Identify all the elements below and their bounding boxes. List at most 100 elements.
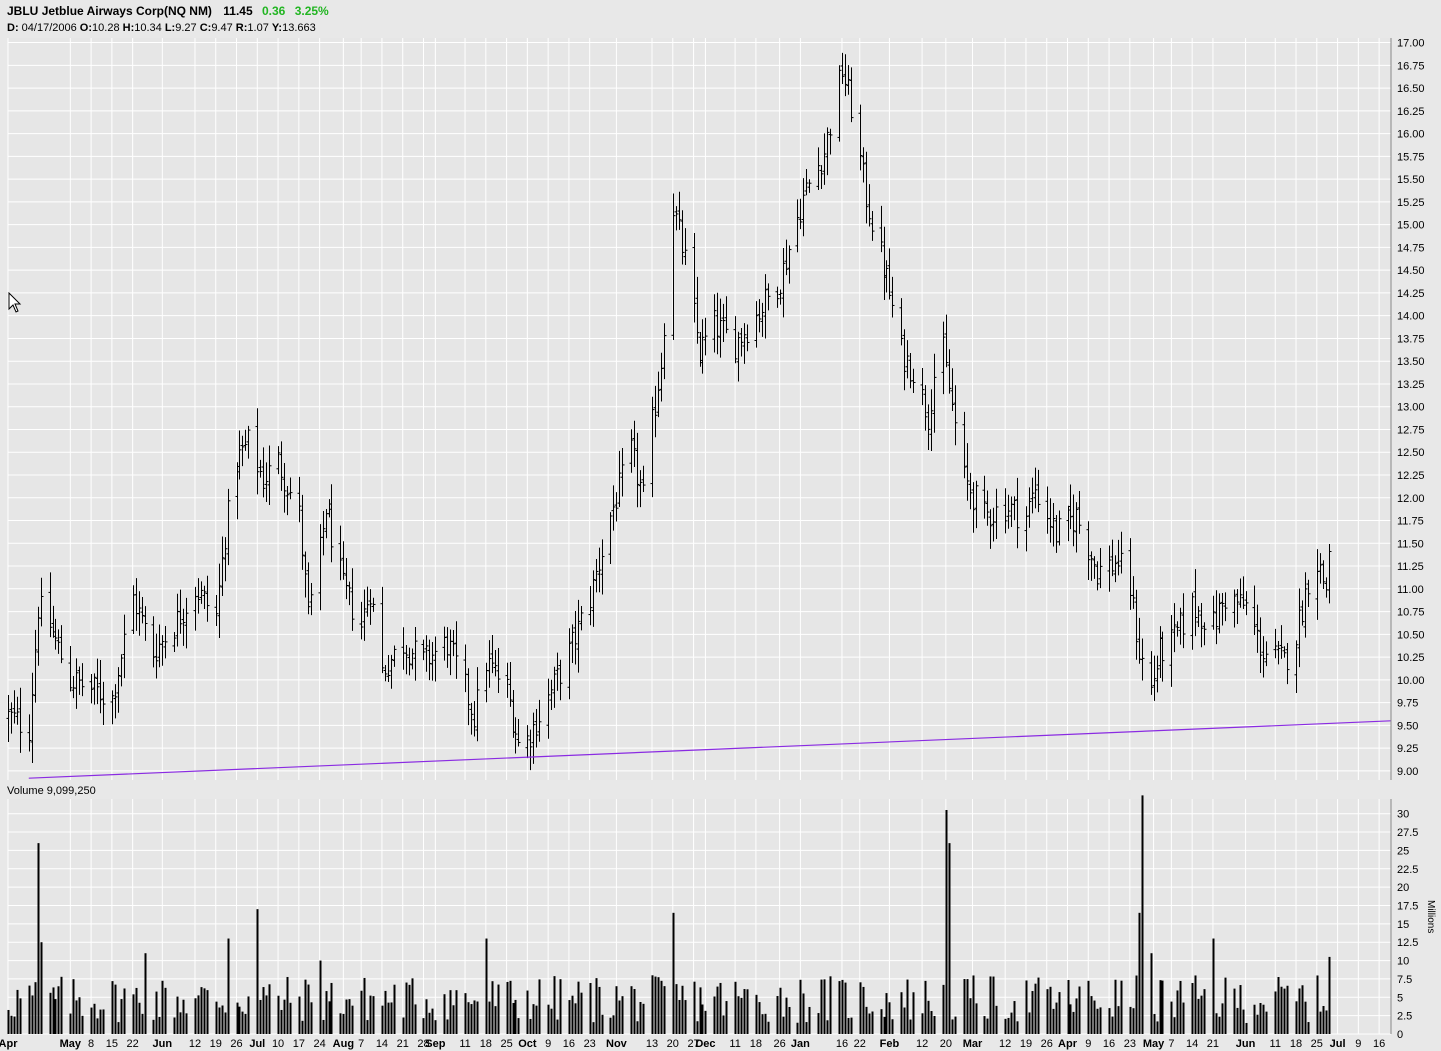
ohlc-bar — [1279, 625, 1284, 659]
ohlc-bar — [653, 385, 658, 438]
ohlc-bar — [178, 589, 183, 634]
date-tick-label: 13 — [646, 1038, 658, 1050]
ohlc-bar — [929, 389, 934, 452]
ohlc-bar — [309, 582, 314, 616]
ohlc-bar — [1178, 607, 1183, 645]
ohlc-bar — [1282, 646, 1287, 658]
ohlc-bar — [1006, 494, 1011, 529]
ohlc-bar — [879, 205, 884, 253]
price-tick-label: 11.75 — [1397, 516, 1424, 528]
ohlc-bar — [680, 210, 685, 265]
ohlc-bar — [718, 298, 723, 358]
date-tick-label: 7 — [358, 1038, 364, 1050]
ohlc-bar — [276, 446, 281, 475]
ohlc-bar — [137, 591, 142, 636]
ohlc-bar — [243, 429, 248, 451]
ohlc-bar — [1095, 561, 1100, 591]
ohlc-bar — [56, 629, 61, 654]
ohlc-bar — [1321, 560, 1326, 589]
high-label: H: — [122, 22, 135, 34]
ohlc-bar — [383, 664, 388, 682]
ohlc-bar — [611, 485, 616, 531]
ohlc-bar — [1113, 555, 1118, 583]
date-tick-label: 16 — [836, 1038, 848, 1050]
ohlc-bar — [475, 667, 480, 742]
ohlc-bar — [1086, 521, 1091, 581]
ohlc-bar — [113, 684, 118, 719]
ohlc-bar — [632, 420, 637, 467]
ohlc-bar — [890, 276, 895, 318]
ohlc-bar — [778, 289, 783, 305]
price-tick-label: 14.00 — [1397, 311, 1425, 323]
ohlc-bar — [341, 541, 346, 580]
date-tick-label: Jul — [249, 1038, 265, 1050]
ohlc-bar — [962, 411, 967, 479]
ohlc-bar — [33, 629, 38, 703]
volume-tick-label: 15 — [1397, 919, 1409, 931]
price-change-pct: 3.25% — [294, 4, 329, 18]
ohlc-bar — [321, 511, 326, 556]
ohlc-bar — [840, 52, 845, 84]
ohlc-bar — [237, 430, 242, 480]
price-tick-label: 13.50 — [1397, 356, 1425, 368]
volume-tick-label: 10 — [1397, 956, 1409, 968]
ohlc-bar — [1327, 544, 1332, 604]
ohlc-bar — [1306, 579, 1311, 608]
ohlc-bar — [9, 702, 14, 734]
ohlc-bar — [549, 679, 554, 710]
date-tick-label: 11 — [1270, 1038, 1281, 1050]
ohlc-bar — [552, 666, 557, 708]
date-tick-label: 24 — [313, 1038, 325, 1050]
date-tick-label: 17 — [293, 1038, 305, 1050]
ohlc-bar — [386, 654, 391, 683]
ohlc-bar — [392, 645, 397, 667]
ohlc-bar — [656, 371, 661, 418]
ohlc-bar — [867, 184, 872, 227]
ohlc-bar — [39, 577, 44, 627]
ohlc-bar — [347, 581, 352, 606]
date-value: 04/17/2006 — [21, 22, 77, 34]
trend-line[interactable] — [28, 720, 1392, 779]
ohlc-bar — [119, 654, 124, 687]
price-tick-label: 16.75 — [1397, 60, 1425, 72]
ohlc-bar — [923, 385, 928, 431]
company-name: Jetblue Airways Corp(NQ NM) — [41, 4, 212, 18]
ohlc-bar — [220, 536, 225, 597]
ohlc-bar — [641, 465, 646, 492]
date-tick-label: 18 — [480, 1038, 492, 1050]
date-tick-label: 19 — [210, 1038, 222, 1050]
ohlc-bar — [816, 147, 821, 191]
ohlc-bar — [974, 480, 979, 529]
date-tick-label: 28 — [417, 1038, 429, 1050]
ohlc-bar — [303, 551, 308, 598]
ohlc-bar — [1131, 576, 1136, 609]
price-tick-label: 16.50 — [1397, 83, 1425, 95]
ohlc-bar — [1051, 503, 1056, 547]
ohlc-bar — [1211, 595, 1216, 630]
ohlc-bar — [736, 331, 741, 382]
ohlc-bar — [1169, 614, 1174, 687]
date-tick-label: 14 — [1186, 1038, 1198, 1050]
ohlc-bar — [573, 610, 578, 665]
volume-tick-label: 0 — [1397, 1029, 1403, 1041]
ohlc-bar — [944, 314, 949, 368]
volume-tick-label: 25 — [1397, 845, 1409, 857]
ohlc-bar — [1238, 578, 1243, 608]
ohlc-bar — [650, 396, 655, 498]
last-price: 11.45 — [223, 4, 253, 18]
ohlc-bar — [1160, 631, 1165, 682]
ohlc-bar — [1193, 569, 1198, 637]
ohlc-bar — [421, 639, 426, 661]
ohlc-bar — [692, 233, 697, 323]
ohlc-bar — [1223, 592, 1228, 622]
ohlc-bar — [754, 301, 759, 348]
ohlc-bar — [516, 718, 521, 747]
ohlc-bar — [724, 296, 729, 334]
volume-axis: 0 2.5 5 7.5 10 12.5 15 17.5 20 22.5 25 27.5 30 — [1390, 799, 1418, 1041]
ohlc-bar — [947, 349, 952, 394]
quote-title-line: JBLU Jetblue Airways Corp(NQ NM) 11.45 0… — [7, 4, 329, 18]
ohlc-bar — [638, 470, 643, 508]
ohlc-bar — [338, 525, 343, 581]
ohlc-bar — [101, 681, 106, 725]
